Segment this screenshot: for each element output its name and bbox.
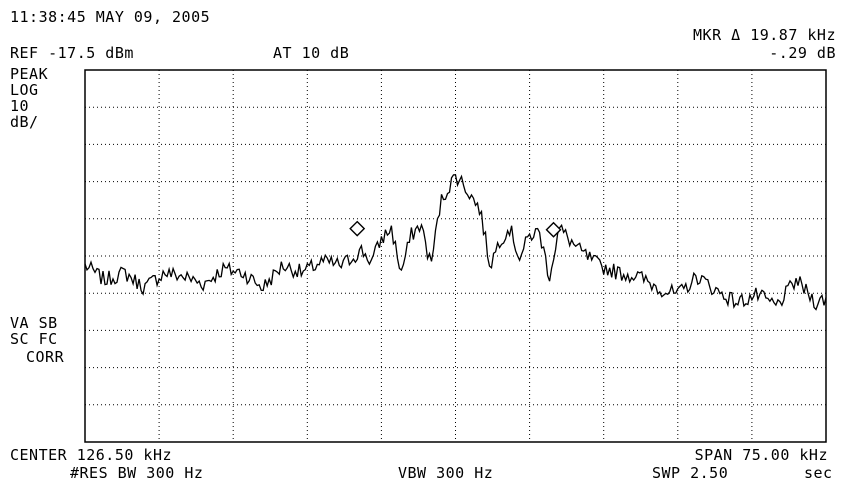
sweep-time-unit: sec [804,464,833,482]
spectrum-trace [84,174,827,311]
marker-layer [349,220,562,238]
scale-unit: dB/ [10,113,39,131]
marker-delta-amplitude: -.29 dB [769,44,836,62]
graticule-grid [85,70,826,442]
scale-value: 10 [10,97,30,115]
delta-marker-diamond [545,221,562,238]
marker-delta-frequency: MKR Δ 19.87 kHz [693,26,836,44]
detector-mode: PEAK [10,65,49,83]
reference-level: REF -17.5 dBm [10,44,134,62]
resolution-bandwidth: #RES BW 300 Hz [70,464,204,482]
center-frequency: CENTER 126.50 kHz [10,446,173,464]
span: SPAN 75.00 kHz [694,446,828,464]
status-flags-line2: SC FC [10,330,58,348]
timestamp: 11:38:45 MAY 09, 2005 [10,8,211,26]
status-flags-line1: VA SB [10,314,58,332]
attenuation: AT 10 dB [273,44,350,62]
scale-type: LOG [10,81,39,99]
video-bandwidth: VBW 300 Hz [398,464,494,482]
sweep-time: SWP 2.50 [652,464,729,482]
reference-marker-diamond [349,220,366,237]
status-flags-line3: CORR [26,348,65,366]
